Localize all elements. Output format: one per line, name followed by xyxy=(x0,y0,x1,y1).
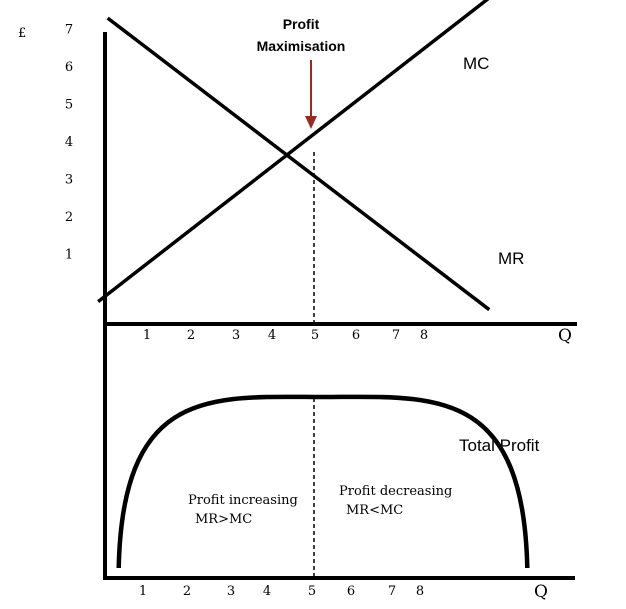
y-tick-label: 6 xyxy=(65,60,73,75)
total-profit-curve xyxy=(116,394,530,569)
y-tick-label: 4 xyxy=(65,135,73,150)
region-decreasing-line2: MR<MC xyxy=(346,503,403,518)
x-axis-label: Q xyxy=(558,326,572,346)
x-tick-label-bottom: 3 xyxy=(227,584,235,599)
y-tick-label: 2 xyxy=(65,210,73,225)
y-tick-label: 3 xyxy=(65,173,73,188)
x-tick-label-bottom: 8 xyxy=(416,584,424,599)
series-label-mr: MR xyxy=(498,249,524,268)
x-tick-label: 1 xyxy=(143,328,151,343)
mc-mr-panel: £1234567812345678QMCMRProfitMaximisation xyxy=(18,0,577,346)
series-label-total-profit: Total Profit xyxy=(459,436,540,455)
region-increasing-line1: Profit increasing xyxy=(188,493,298,508)
x-tick-label: 4 xyxy=(268,328,276,343)
y-tick-label: 5 xyxy=(65,98,73,113)
region-decreasing-line1: Profit decreasing xyxy=(339,484,452,499)
x-tick-label-bottom: 1 xyxy=(139,584,147,599)
x-tick-label: 3 xyxy=(232,328,240,343)
x-tick-label: 8 xyxy=(420,328,428,343)
region-increasing-line2: MR>MC xyxy=(195,512,252,527)
x-tick-label-bottom: 6 xyxy=(347,584,355,599)
x-tick-label: 7 xyxy=(392,328,400,343)
y-axis-label: £ xyxy=(18,26,26,41)
total-profit-panel: 1 2 3 4 5 6 7 8 Q Total Profit Profit increasing MR… xyxy=(103,324,575,602)
x-tick-label: 6 xyxy=(352,328,360,343)
annotation-line1: Profit xyxy=(283,16,320,32)
series-label-mc: MC xyxy=(463,54,489,73)
x-tick-label-bottom: 2 xyxy=(183,584,191,599)
series-line-mc xyxy=(97,0,490,303)
y-tick-label: 7 xyxy=(65,23,73,38)
annotation-line2: Maximisation xyxy=(257,38,346,54)
series-line-mr xyxy=(106,16,491,312)
x-tick-label-bottom: 5 xyxy=(308,584,316,599)
x-tick-label-bottom: 7 xyxy=(388,584,396,599)
x-tick-label: 2 xyxy=(187,328,195,343)
annotation-arrow-head xyxy=(305,116,317,129)
x-axis-label-bottom: Q xyxy=(534,582,548,602)
x-tick-label-bottom: 4 xyxy=(263,584,271,599)
x-tick-label: 5 xyxy=(311,328,319,343)
y-tick-label: 1 xyxy=(65,248,73,263)
